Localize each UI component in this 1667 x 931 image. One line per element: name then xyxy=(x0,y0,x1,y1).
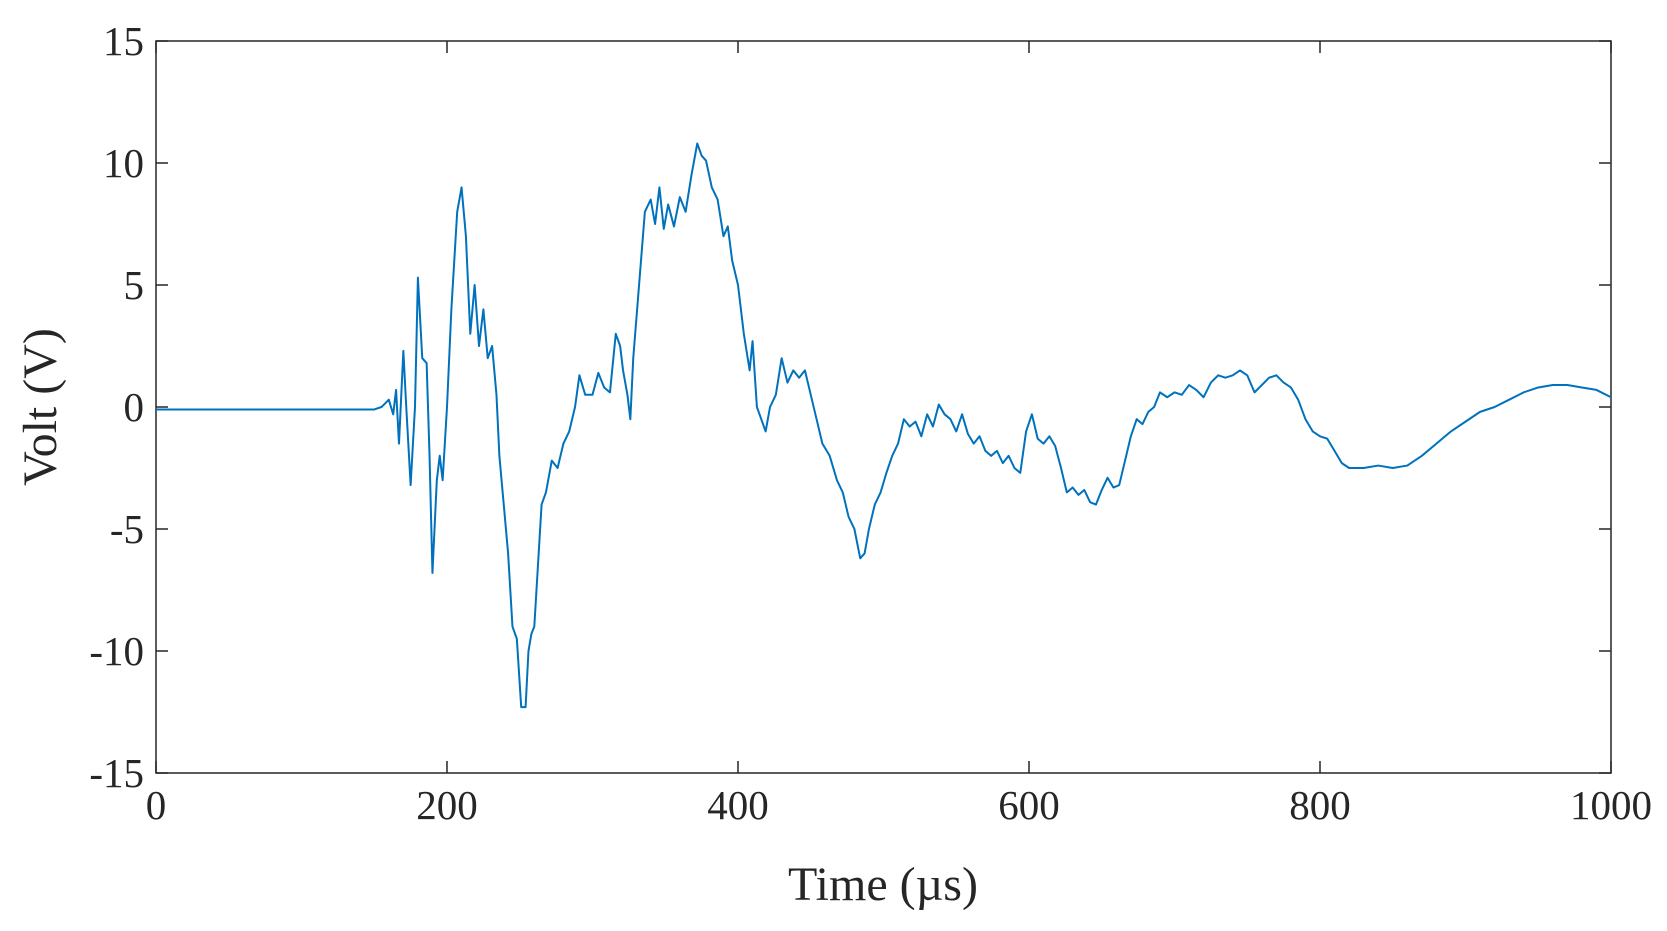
x-tick-label: 400 xyxy=(707,782,769,828)
y-tick-label: 5 xyxy=(124,262,145,308)
y-tick-label: 10 xyxy=(103,140,144,186)
y-tick-label: -5 xyxy=(110,506,144,552)
x-tick-label: 0 xyxy=(146,782,167,828)
x-tick-label: 800 xyxy=(1289,782,1351,828)
x-axis-label: Time (µs) xyxy=(788,858,978,911)
y-tick-label: -15 xyxy=(89,750,144,796)
plot-frame xyxy=(155,40,1612,774)
y-tick-label: 15 xyxy=(103,18,144,64)
data-line xyxy=(156,142,1612,709)
y-tick-label: -10 xyxy=(89,628,144,674)
x-tick-label: 200 xyxy=(416,782,478,828)
x-tick-label: 600 xyxy=(998,782,1060,828)
x-tick-label: 1000 xyxy=(1570,782,1652,828)
y-axis-label: Volt (V) xyxy=(14,328,67,486)
y-tick-label: 0 xyxy=(124,384,145,430)
